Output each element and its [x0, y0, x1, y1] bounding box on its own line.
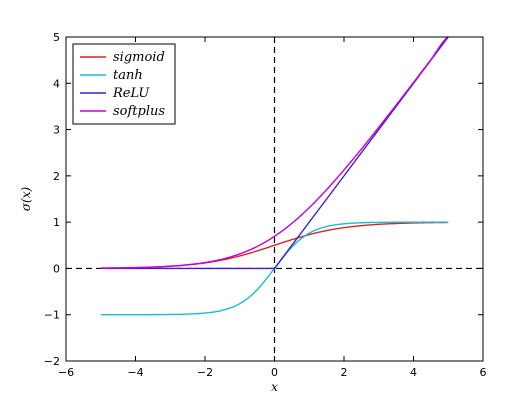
x-tick-label: 0 [271, 366, 278, 379]
legend-label-sigmoid: sigmoid [113, 50, 165, 65]
legend-label-relu: ReLU [112, 86, 150, 101]
reference-lines-layer [66, 37, 483, 361]
y-tick-label: −1 [44, 309, 60, 322]
y-tick-label: 4 [53, 77, 60, 90]
y-tick-label: 0 [53, 262, 60, 275]
y-axis-label: σ(x) [19, 187, 33, 212]
ticks-layer: −6 −4 −2 0 2 4 6 −2 −1 0 1 2 3 4 5 [44, 31, 487, 379]
x-tick-label: −6 [58, 366, 74, 379]
y-tick-label: 1 [53, 216, 60, 229]
y-tick-label: 5 [53, 31, 60, 44]
series-line-relu [100, 36, 449, 270]
y-tick-label: 3 [53, 124, 60, 137]
legend: sigmoid tanh ReLU softplus [72, 43, 176, 125]
x-tick-label: 4 [410, 366, 417, 379]
y-tick-label: −2 [44, 355, 60, 368]
x-tick-label: 6 [480, 366, 487, 379]
legend-label-softplus: softplus [113, 104, 165, 119]
x-tick-label: −4 [127, 366, 143, 379]
x-axis-label: x [271, 380, 278, 394]
series-layer [100, 36, 449, 316]
x-tick-label: 2 [341, 366, 348, 379]
series-line-softplus [100, 36, 449, 269]
x-tick-label: −2 [197, 366, 213, 379]
legend-label-tanh: tanh [113, 68, 143, 83]
y-tick-label: 2 [53, 170, 60, 183]
